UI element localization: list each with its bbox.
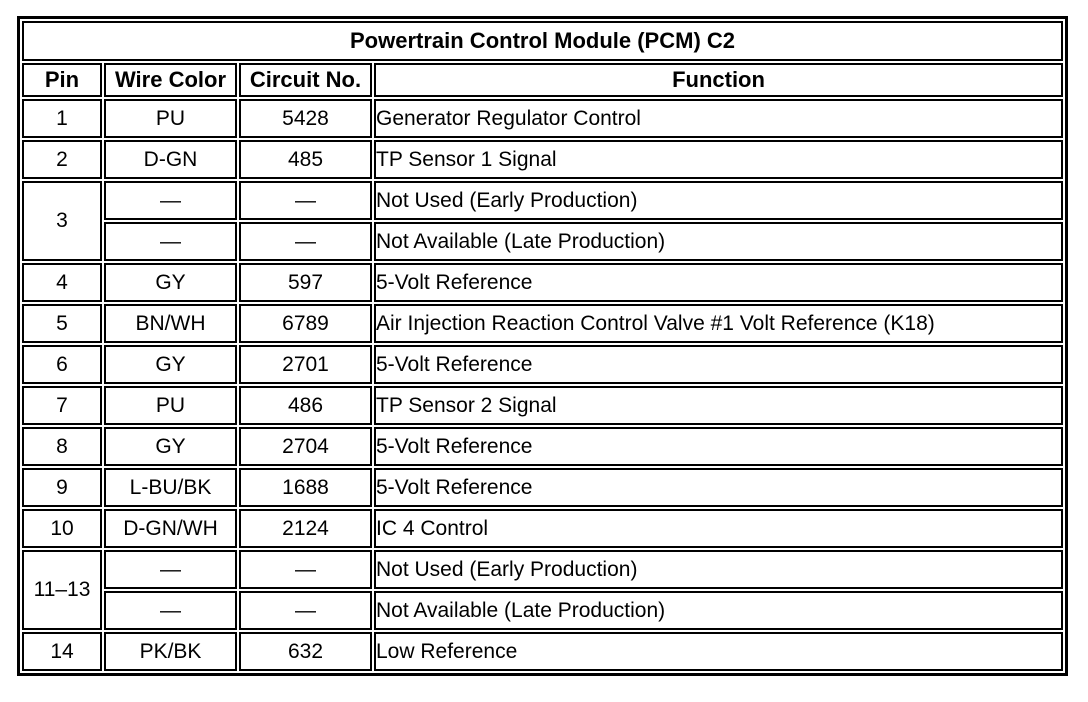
circuit-no-cell: 2701 <box>239 345 372 384</box>
function-cell: Not Used (Early Production) <box>374 550 1063 589</box>
wire-color-cell: — <box>104 591 237 630</box>
column-header-circuit-no: Circuit No. <box>239 63 372 97</box>
table-row: — — Not Available (Late Production) <box>22 222 1063 261</box>
function-cell: IC 4 Control <box>374 509 1063 548</box>
circuit-no-cell: — <box>239 181 372 220</box>
wire-color-cell: D-GN/WH <box>104 509 237 548</box>
pin-cell: 4 <box>22 263 102 302</box>
function-cell: Not Available (Late Production) <box>374 591 1063 630</box>
circuit-no-cell: — <box>239 591 372 630</box>
table-row: 10 D-GN/WH 2124 IC 4 Control <box>22 509 1063 548</box>
pin-cell: 11–13 <box>22 550 102 630</box>
table-row: 5 BN/WH 6789 Air Injection Reaction Control… <box>22 304 1063 343</box>
function-cell: Air Injection Reaction Control Valve #1 … <box>374 304 1063 343</box>
pin-cell: 7 <box>22 386 102 425</box>
table-row: — — Not Available (Late Production) <box>22 591 1063 630</box>
pin-cell: 1 <box>22 99 102 138</box>
wire-color-cell: GY <box>104 263 237 302</box>
pin-cell: 10 <box>22 509 102 548</box>
wire-color-cell: GY <box>104 345 237 384</box>
table-row: 9 L-BU/BK 1688 5-Volt Reference <box>22 468 1063 507</box>
circuit-no-cell: 485 <box>239 140 372 179</box>
wire-color-cell: GY <box>104 427 237 466</box>
wire-color-cell: — <box>104 550 237 589</box>
function-cell: 5-Volt Reference <box>374 345 1063 384</box>
column-header-function: Function <box>374 63 1063 97</box>
function-cell: Low Reference <box>374 632 1063 671</box>
function-cell: 5-Volt Reference <box>374 427 1063 466</box>
table-row: 3— — Not Used (Early Production) <box>22 181 1063 261</box>
pin-cell: 8 <box>22 427 102 466</box>
column-header-pin: Pin <box>22 63 102 97</box>
table-row: 2 D-GN 485 TP Sensor 1 Signal <box>22 140 1063 179</box>
function-cell: 5-Volt Reference <box>374 263 1063 302</box>
circuit-no-cell: 486 <box>239 386 372 425</box>
pin-cell: 14 <box>22 632 102 671</box>
table-row: 7 PU 486 TP Sensor 2 Signal <box>22 386 1063 425</box>
pin-cell: 5 <box>22 304 102 343</box>
table-title: Powertrain Control Module (PCM) C2 <box>22 21 1063 61</box>
circuit-no-cell: 2704 <box>239 427 372 466</box>
pin-cell: 6 <box>22 345 102 384</box>
function-cell: Generator Regulator Control <box>374 99 1063 138</box>
function-cell: TP Sensor 2 Signal <box>374 386 1063 425</box>
table-header-row: Pin Wire Color Circuit No. Function <box>22 63 1063 97</box>
table-row: 1 PU 5428 Generator Regulator Control <box>22 99 1063 138</box>
function-cell: Not Available (Late Production) <box>374 222 1063 261</box>
circuit-no-cell: — <box>239 550 372 589</box>
wire-color-cell: PK/BK <box>104 632 237 671</box>
circuit-no-cell: 2124 <box>239 509 372 548</box>
function-cell: 5-Volt Reference <box>374 468 1063 507</box>
column-header-wire-color: Wire Color <box>104 63 237 97</box>
table-title-row: Powertrain Control Module (PCM) C2 <box>22 21 1063 61</box>
wire-color-cell: — <box>104 222 237 261</box>
table-row: 11–13— — Not Used (Early Production) <box>22 550 1063 630</box>
circuit-no-cell: 597 <box>239 263 372 302</box>
pin-cell: 3 <box>22 181 102 261</box>
wire-color-cell: L-BU/BK <box>104 468 237 507</box>
function-cell: TP Sensor 1 Signal <box>374 140 1063 179</box>
wire-color-cell: PU <box>104 386 237 425</box>
wire-color-cell: BN/WH <box>104 304 237 343</box>
wire-color-cell: PU <box>104 99 237 138</box>
circuit-no-cell: 5428 <box>239 99 372 138</box>
pin-cell: 2 <box>22 140 102 179</box>
table-row: 14 PK/BK 632 Low Reference <box>22 632 1063 671</box>
table-row: 8 GY 2704 5-Volt Reference <box>22 427 1063 466</box>
circuit-no-cell: 1688 <box>239 468 372 507</box>
table-body: 1 PU 5428 Generator Regulator Control 2 D-GN 4… <box>22 99 1063 671</box>
pcm-c2-pinout-table: Powertrain Control Module (PCM) C2 Pin W… <box>17 16 1068 676</box>
circuit-no-cell: — <box>239 222 372 261</box>
table-row: 4 GY 597 5-Volt Reference <box>22 263 1063 302</box>
table-row: 6 GY 2701 5-Volt Reference <box>22 345 1063 384</box>
function-cell: Not Used (Early Production) <box>374 181 1063 220</box>
pin-cell: 9 <box>22 468 102 507</box>
wire-color-cell: D-GN <box>104 140 237 179</box>
wire-color-cell: — <box>104 181 237 220</box>
circuit-no-cell: 632 <box>239 632 372 671</box>
circuit-no-cell: 6789 <box>239 304 372 343</box>
